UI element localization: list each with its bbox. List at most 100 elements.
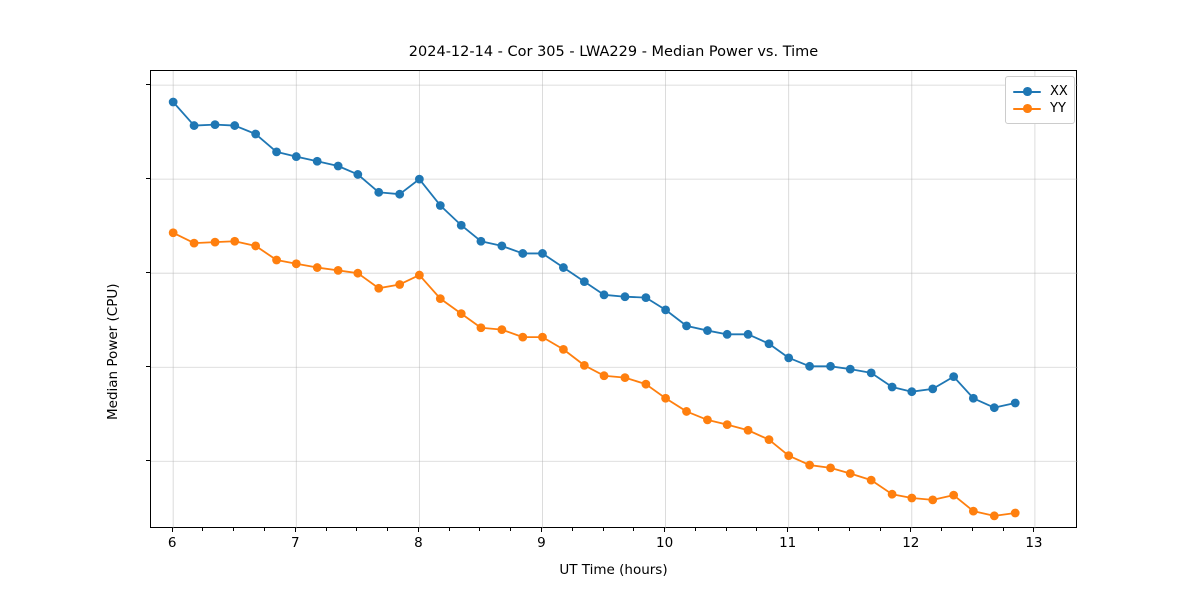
data-point-marker xyxy=(703,326,712,335)
data-point-marker xyxy=(435,294,445,303)
y-tick-mark xyxy=(146,365,150,367)
x-minor-tick-mark xyxy=(817,528,819,531)
data-point-marker xyxy=(538,332,547,342)
data-series-yy xyxy=(168,228,1020,521)
data-point-marker xyxy=(497,325,507,335)
data-point-marker xyxy=(599,290,609,300)
data-point-marker xyxy=(764,339,774,349)
data-point-marker xyxy=(312,263,322,272)
plot-area xyxy=(150,70,1078,529)
legend-entry-yy[interactable]: YY xyxy=(1013,100,1067,117)
data-point-marker xyxy=(414,270,424,280)
data-point-marker xyxy=(456,220,466,230)
data-point-marker xyxy=(661,305,670,315)
x-minor-tick-mark xyxy=(971,528,973,531)
data-point-marker xyxy=(272,255,281,265)
data-point-marker xyxy=(210,237,220,247)
data-point-marker xyxy=(251,241,261,251)
data-point-marker xyxy=(620,292,630,302)
data-point-marker xyxy=(518,332,528,342)
legend-entry-xx[interactable]: XX xyxy=(1013,83,1068,100)
x-minor-tick-mark xyxy=(1002,528,1004,531)
data-point-marker xyxy=(168,228,178,238)
data-point-marker xyxy=(722,420,732,430)
data-point-marker xyxy=(435,201,445,210)
x-minor-tick-mark xyxy=(263,528,265,531)
data-point-marker xyxy=(907,493,917,503)
data-point-marker xyxy=(333,265,343,275)
legend-swatch-yy-icon xyxy=(1013,102,1041,115)
data-point-marker xyxy=(189,238,199,248)
data-point-marker xyxy=(579,360,589,370)
x-tick-label: 6 xyxy=(167,535,177,551)
x-minor-tick-mark xyxy=(202,528,204,531)
data-point-marker xyxy=(887,489,897,499)
data-point-marker xyxy=(291,152,301,161)
x-tick-label: 10 xyxy=(655,535,674,551)
data-series-layer xyxy=(168,97,1020,521)
chart-title: 2024-12-14 - Cor 305 - LWA229 - Median P… xyxy=(408,44,819,60)
data-point-marker xyxy=(703,415,712,425)
data-point-marker xyxy=(682,407,691,416)
x-minor-tick-mark xyxy=(602,528,604,531)
data-point-marker xyxy=(661,393,670,403)
x-tick-label: 9 xyxy=(537,535,546,551)
x-minor-tick-mark xyxy=(941,528,943,531)
data-point-marker xyxy=(374,283,384,293)
legend-label-xx: XX xyxy=(1050,84,1068,99)
data-point-marker xyxy=(395,280,405,289)
x-tick-mark xyxy=(1033,528,1035,532)
data-point-marker xyxy=(414,174,424,184)
data-point-marker xyxy=(784,353,794,363)
data-point-marker xyxy=(620,373,630,382)
legend-label-yy: YY xyxy=(1050,101,1066,116)
data-point-marker xyxy=(968,393,978,403)
x-tick-mark xyxy=(540,528,543,532)
x-axis-label: UT Time (hours) xyxy=(559,562,668,578)
data-series-xx xyxy=(168,97,1020,413)
y-tick-mark xyxy=(146,459,150,461)
data-point-marker xyxy=(989,403,999,413)
data-point-marker xyxy=(395,189,405,199)
x-tick-mark xyxy=(664,528,666,532)
data-point-marker xyxy=(1010,508,1020,518)
x-minor-tick-mark xyxy=(356,528,358,531)
data-point-marker xyxy=(230,121,240,130)
data-point-marker xyxy=(291,259,301,269)
x-minor-tick-mark xyxy=(387,528,389,531)
data-point-marker xyxy=(989,511,999,521)
data-point-marker xyxy=(538,249,547,258)
plot-canvas xyxy=(151,71,1078,529)
x-minor-tick-mark xyxy=(756,528,758,531)
data-point-marker xyxy=(1010,398,1020,408)
x-minor-tick-mark xyxy=(448,528,450,531)
data-point-marker xyxy=(949,490,959,500)
data-point-marker xyxy=(168,97,178,107)
data-point-marker xyxy=(826,463,835,473)
x-tick-mark xyxy=(787,528,789,532)
series-line xyxy=(172,231,1017,517)
x-tick-mark xyxy=(294,528,296,532)
x-tick-mark xyxy=(910,528,912,532)
x-tick-label: 11 xyxy=(779,535,797,551)
x-minor-tick-mark xyxy=(479,528,481,531)
data-point-marker xyxy=(641,379,651,389)
data-point-marker xyxy=(682,321,691,331)
x-minor-tick-mark xyxy=(571,528,573,531)
data-point-marker xyxy=(476,236,486,246)
chart-legend: XX YY xyxy=(1005,76,1075,124)
data-point-marker xyxy=(599,371,609,381)
data-point-marker xyxy=(272,147,281,157)
data-point-marker xyxy=(230,236,240,246)
x-minor-tick-mark xyxy=(879,528,881,531)
y-tick-mark xyxy=(146,177,150,179)
series-line xyxy=(172,101,1017,409)
legend-swatch-xx-icon xyxy=(1013,85,1041,98)
data-point-marker xyxy=(353,170,363,179)
data-point-marker xyxy=(845,469,855,478)
data-point-marker xyxy=(949,372,959,382)
data-point-marker xyxy=(764,435,774,445)
gridlines xyxy=(151,71,1078,529)
data-point-marker xyxy=(866,368,876,378)
